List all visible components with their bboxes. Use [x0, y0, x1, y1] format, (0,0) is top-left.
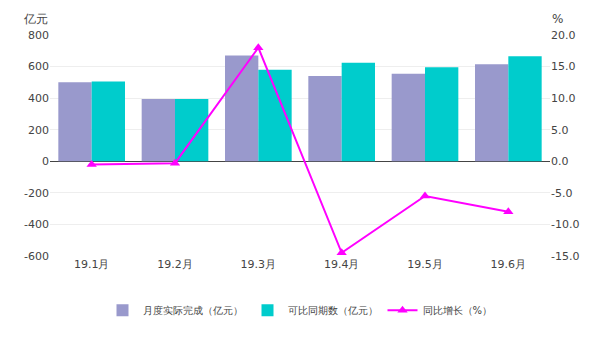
svg-text:19.5月: 19.5月 — [407, 258, 443, 271]
svg-text:19.4月: 19.4月 — [324, 258, 360, 271]
svg-text:5.0: 5.0 — [551, 124, 569, 137]
svg-text:-200: -200 — [24, 187, 49, 200]
svg-text:19.2月: 19.2月 — [157, 258, 193, 271]
svg-text:-400: -400 — [24, 218, 49, 231]
svg-text:400: 400 — [28, 92, 49, 105]
svg-text:10.0: 10.0 — [551, 92, 576, 105]
svg-text:600: 600 — [28, 60, 49, 73]
svg-text:%: % — [552, 12, 563, 26]
svg-text:-15.0: -15.0 — [551, 250, 579, 263]
svg-text:0.0: 0.0 — [551, 155, 569, 168]
svg-text:同比增长（%）: 同比增长（%） — [423, 305, 493, 316]
svg-text:800: 800 — [28, 29, 49, 42]
svg-text:20.0: 20.0 — [551, 29, 576, 42]
svg-text:200: 200 — [28, 124, 49, 137]
svg-text:0: 0 — [42, 155, 49, 168]
svg-text:15.0: 15.0 — [551, 60, 576, 73]
svg-text:月度实际完成（亿元）: 月度实际完成（亿元） — [143, 305, 243, 316]
svg-text:-10.0: -10.0 — [551, 218, 579, 231]
svg-text:亿元: 亿元 — [23, 12, 48, 26]
svg-text:19.6月: 19.6月 — [491, 258, 526, 271]
svg-text:可比同期数（亿元）: 可比同期数（亿元） — [288, 305, 378, 316]
svg-text:19.3月: 19.3月 — [241, 258, 277, 271]
svg-text:-5.0: -5.0 — [551, 187, 572, 200]
svg-text:-600: -600 — [24, 250, 49, 263]
svg-text:19.1月: 19.1月 — [74, 258, 110, 271]
